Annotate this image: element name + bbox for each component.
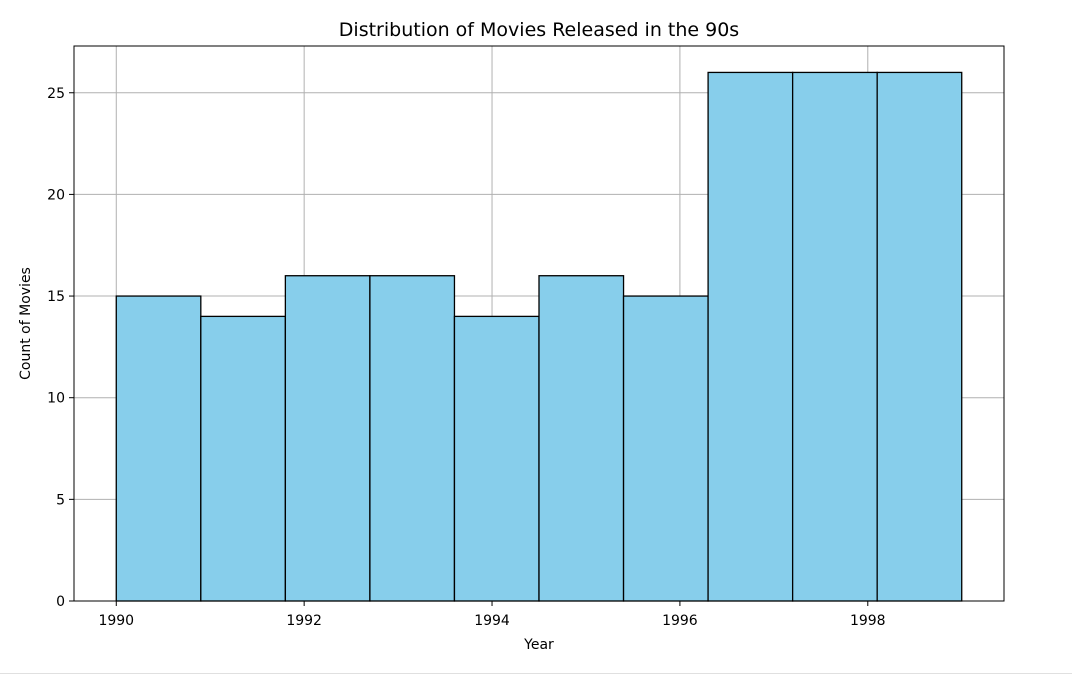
histogram-bar — [622, 295, 709, 602]
y-tick-label: 0 — [56, 594, 65, 610]
plot-frame — [73, 45, 1005, 602]
bars — [115, 71, 963, 602]
histogram-bar — [791, 71, 878, 602]
histogram-bar — [453, 315, 540, 602]
y-tick-label: 25 — [47, 86, 65, 102]
histogram-bar — [200, 315, 287, 602]
histogram-bar — [284, 275, 371, 602]
x-tick-label: 1998 — [850, 613, 886, 629]
histogram-bar — [707, 71, 794, 602]
x-tick-label: 1996 — [662, 613, 698, 629]
y-tick-label: 15 — [47, 289, 65, 305]
axis-ticks: 1990 1992 1994 1996 1998 0 5 10 15 20 25 — [47, 86, 885, 629]
x-tick-label: 1990 — [98, 613, 134, 629]
histogram-bar — [115, 295, 202, 602]
x-tick-label: 1992 — [286, 613, 322, 629]
chart-title: Distribution of Movies Released in the 9… — [339, 19, 739, 41]
histogram-bar — [876, 71, 963, 602]
y-tick-label: 5 — [56, 492, 65, 508]
y-tick-label: 20 — [47, 187, 65, 203]
histogram-bar — [369, 275, 456, 602]
y-tick-label: 10 — [47, 391, 65, 407]
bottom-divider — [0, 673, 1072, 674]
x-axis-label: Year — [523, 637, 554, 653]
histogram-bar — [538, 275, 625, 602]
x-tick-label: 1994 — [474, 613, 510, 629]
y-axis-label: Count of Movies — [18, 267, 34, 380]
